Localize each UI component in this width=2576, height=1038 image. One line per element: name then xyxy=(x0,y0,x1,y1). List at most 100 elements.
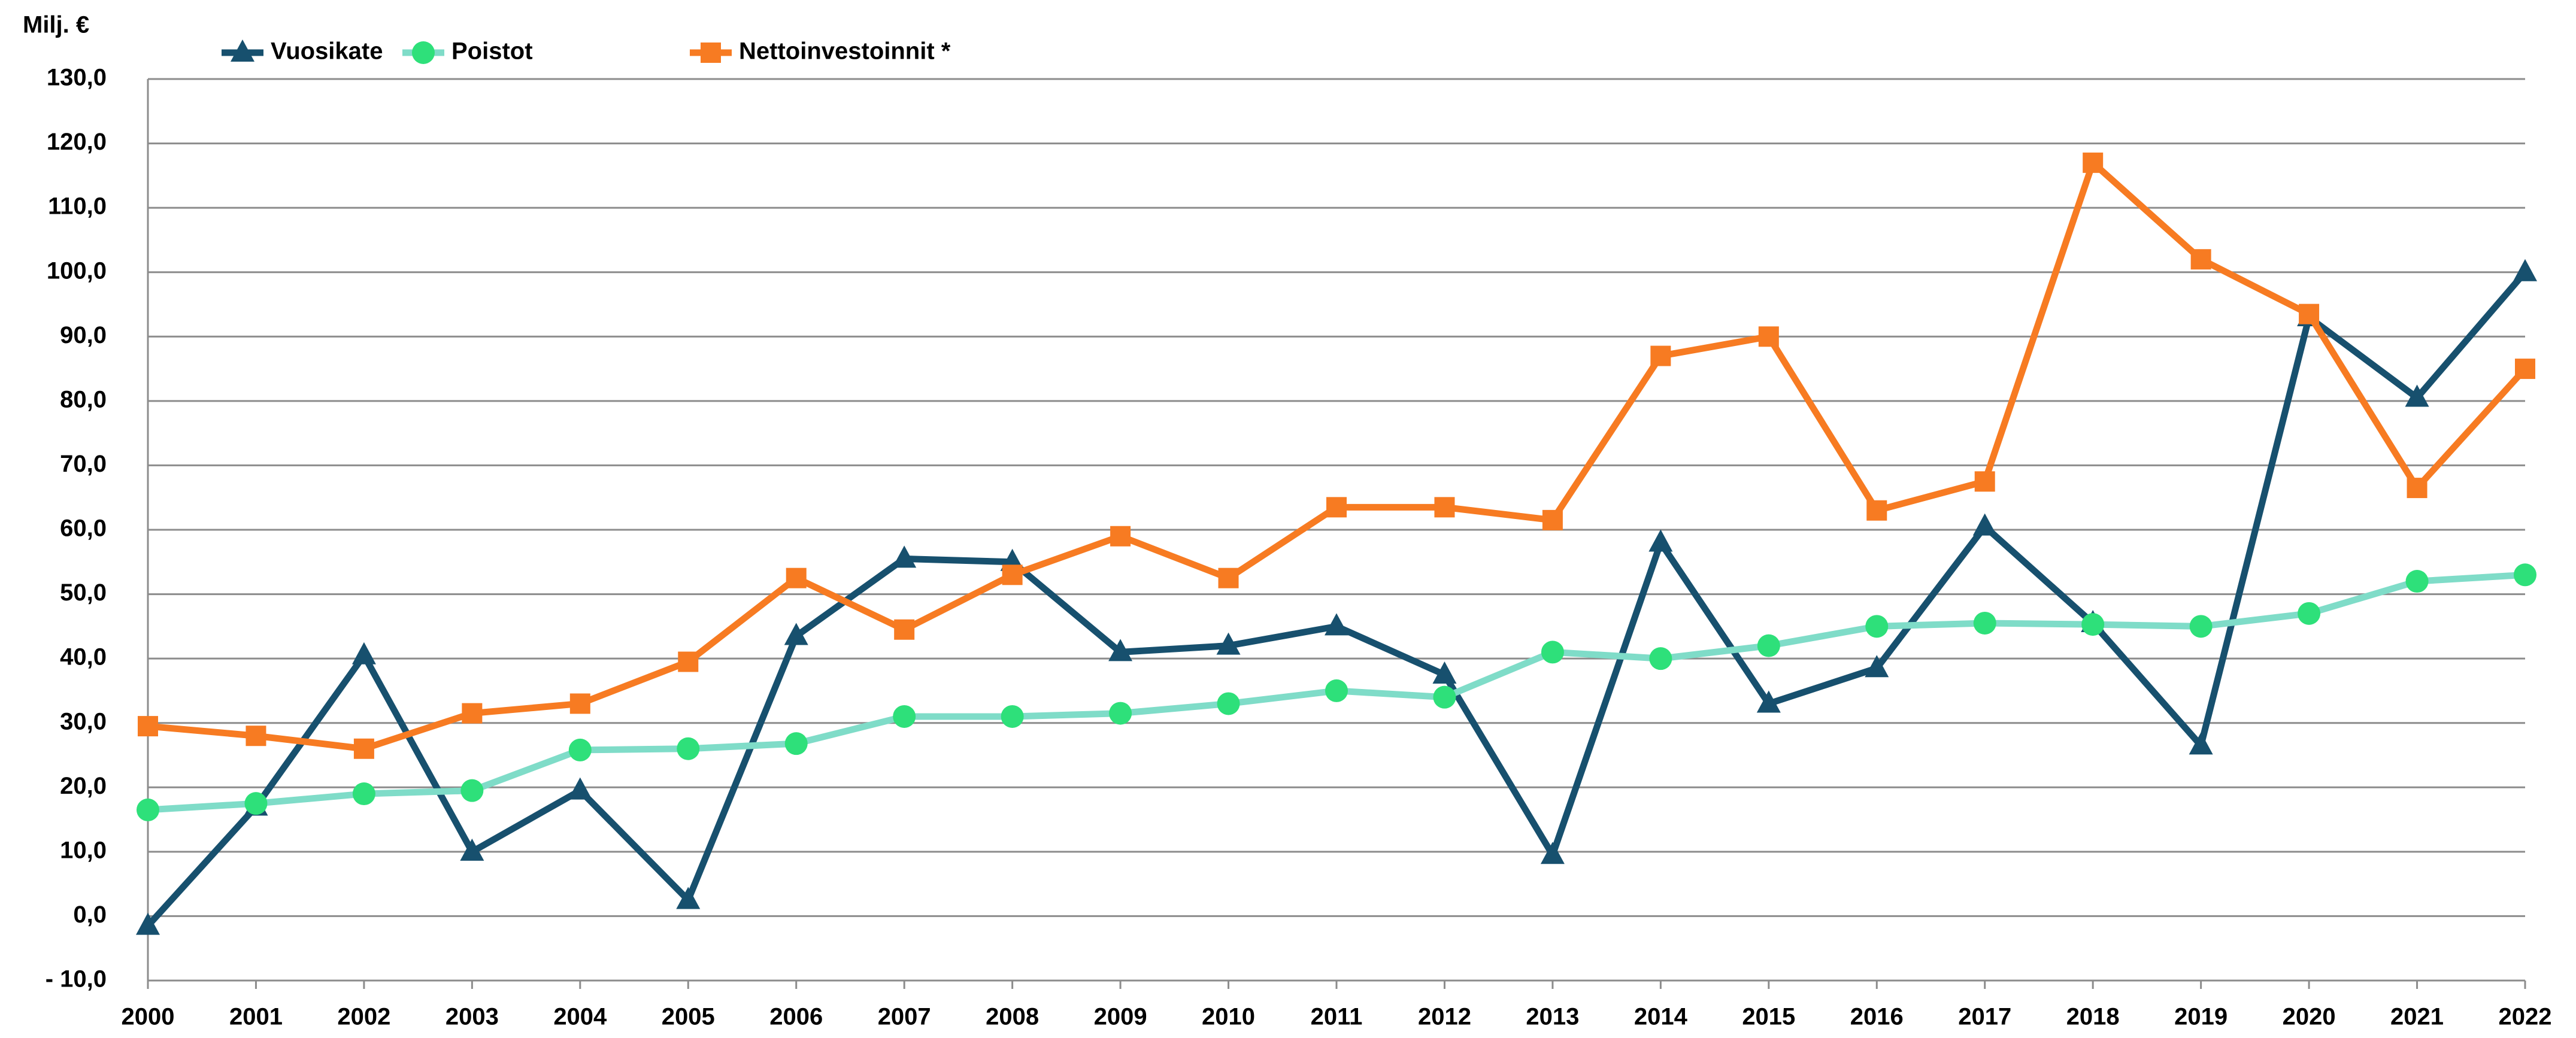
y-tick-label: 60,0 xyxy=(60,515,107,542)
legend-label: Poistot xyxy=(451,38,533,65)
data-point xyxy=(1650,345,1671,366)
x-tick-label: 2006 xyxy=(769,1004,823,1030)
data-point xyxy=(568,738,592,761)
data-point xyxy=(1433,685,1456,709)
y-tick-label: 0,0 xyxy=(73,902,107,928)
data-point xyxy=(2514,563,2536,587)
data-point xyxy=(2405,384,2429,407)
x-tick-label: 2022 xyxy=(2499,1004,2552,1030)
data-point xyxy=(892,545,917,568)
data-point xyxy=(137,798,159,821)
data-point xyxy=(1434,497,1455,518)
data-point xyxy=(1756,690,1781,713)
y-axis-label: Milj. € xyxy=(23,12,89,38)
y-tick-label: 90,0 xyxy=(60,322,107,348)
data-point xyxy=(1866,500,1887,521)
data-point xyxy=(1432,661,1457,684)
x-tick-label: 2015 xyxy=(1742,1004,1795,1030)
data-point xyxy=(2299,303,2320,324)
data-point xyxy=(2513,259,2537,281)
y-tick-label: 10,0 xyxy=(60,837,107,863)
data-point xyxy=(1002,564,1023,585)
data-point xyxy=(568,777,592,800)
x-tick-label: 2013 xyxy=(1526,1004,1579,1030)
x-tick-label: 2005 xyxy=(662,1004,715,1030)
legend-label: Vuosikate xyxy=(271,38,383,65)
y-tick-label: 100,0 xyxy=(47,257,107,284)
data-point xyxy=(1216,632,1241,655)
data-point xyxy=(1325,679,1348,702)
y-tick-label: 80,0 xyxy=(60,386,107,412)
data-point xyxy=(460,779,484,802)
data-point xyxy=(1649,647,1672,670)
x-tick-label: 2000 xyxy=(122,1004,175,1030)
data-point xyxy=(353,738,374,759)
y-tick-label: 110,0 xyxy=(48,193,107,220)
x-tick-label: 2010 xyxy=(1202,1004,1255,1030)
y-tick-label: 50,0 xyxy=(60,579,107,606)
data-point xyxy=(244,792,268,815)
x-tick-label: 2008 xyxy=(986,1004,1039,1030)
y-tick-label: 120,0 xyxy=(47,129,107,155)
data-point xyxy=(1972,513,1997,536)
data-point xyxy=(1001,705,1024,728)
x-tick-label: 2009 xyxy=(1094,1004,1147,1030)
data-point xyxy=(1973,611,1996,635)
data-point xyxy=(2407,478,2427,499)
data-point xyxy=(1110,526,1131,547)
legend-label: Nettoinvestoinnit * xyxy=(739,38,951,65)
data-point xyxy=(2189,732,2213,755)
x-tick-label: 2011 xyxy=(1311,1004,1363,1030)
x-tick-label: 2004 xyxy=(553,1004,607,1030)
data-point xyxy=(678,651,699,672)
data-point xyxy=(246,726,266,746)
data-point xyxy=(1217,692,1240,715)
series-line xyxy=(145,270,2528,928)
x-tick-label: 2018 xyxy=(2066,1004,2120,1030)
legend-marker xyxy=(231,40,254,62)
data-point xyxy=(2515,359,2535,380)
data-point xyxy=(352,782,375,806)
data-point xyxy=(136,912,160,935)
x-tick-label: 2002 xyxy=(337,1004,390,1030)
data-point xyxy=(2190,249,2211,270)
data-point xyxy=(1974,471,1995,492)
data-point xyxy=(894,619,915,640)
data-point xyxy=(2189,615,2213,638)
series-line xyxy=(147,159,2528,752)
x-tick-label: 2007 xyxy=(878,1004,931,1030)
x-tick-label: 2021 xyxy=(2390,1004,2444,1030)
data-point xyxy=(1865,615,1889,638)
data-point xyxy=(1109,702,1132,725)
x-tick-label: 2020 xyxy=(2283,1004,2336,1030)
data-point xyxy=(1541,641,1564,664)
data-point xyxy=(462,703,483,724)
data-point xyxy=(569,693,590,714)
y-tick-label: 40,0 xyxy=(60,644,107,670)
y-tick-label: 130,0 xyxy=(47,65,107,91)
data-point xyxy=(138,716,158,737)
data-point xyxy=(676,887,701,909)
data-point xyxy=(1542,509,1563,530)
data-point xyxy=(786,567,807,588)
data-point xyxy=(784,732,808,755)
data-point xyxy=(460,838,484,861)
data-point xyxy=(1648,529,1673,552)
data-point xyxy=(2081,613,2105,636)
data-point xyxy=(784,623,808,645)
x-tick-label: 2012 xyxy=(1418,1004,1471,1030)
data-point xyxy=(2083,152,2104,173)
data-point xyxy=(1218,567,1239,588)
legend-marker xyxy=(701,43,721,63)
data-point xyxy=(2298,602,2321,625)
legend-marker xyxy=(412,41,435,64)
data-point xyxy=(893,705,916,728)
data-point xyxy=(1326,497,1347,518)
data-point xyxy=(1758,326,1779,347)
x-tick-label: 2019 xyxy=(2174,1004,2228,1030)
x-tick-label: 2003 xyxy=(446,1004,499,1030)
x-tick-label: 2016 xyxy=(1850,1004,1904,1030)
y-tick-label: 20,0 xyxy=(60,773,107,799)
y-tick-label: 30,0 xyxy=(60,708,107,735)
